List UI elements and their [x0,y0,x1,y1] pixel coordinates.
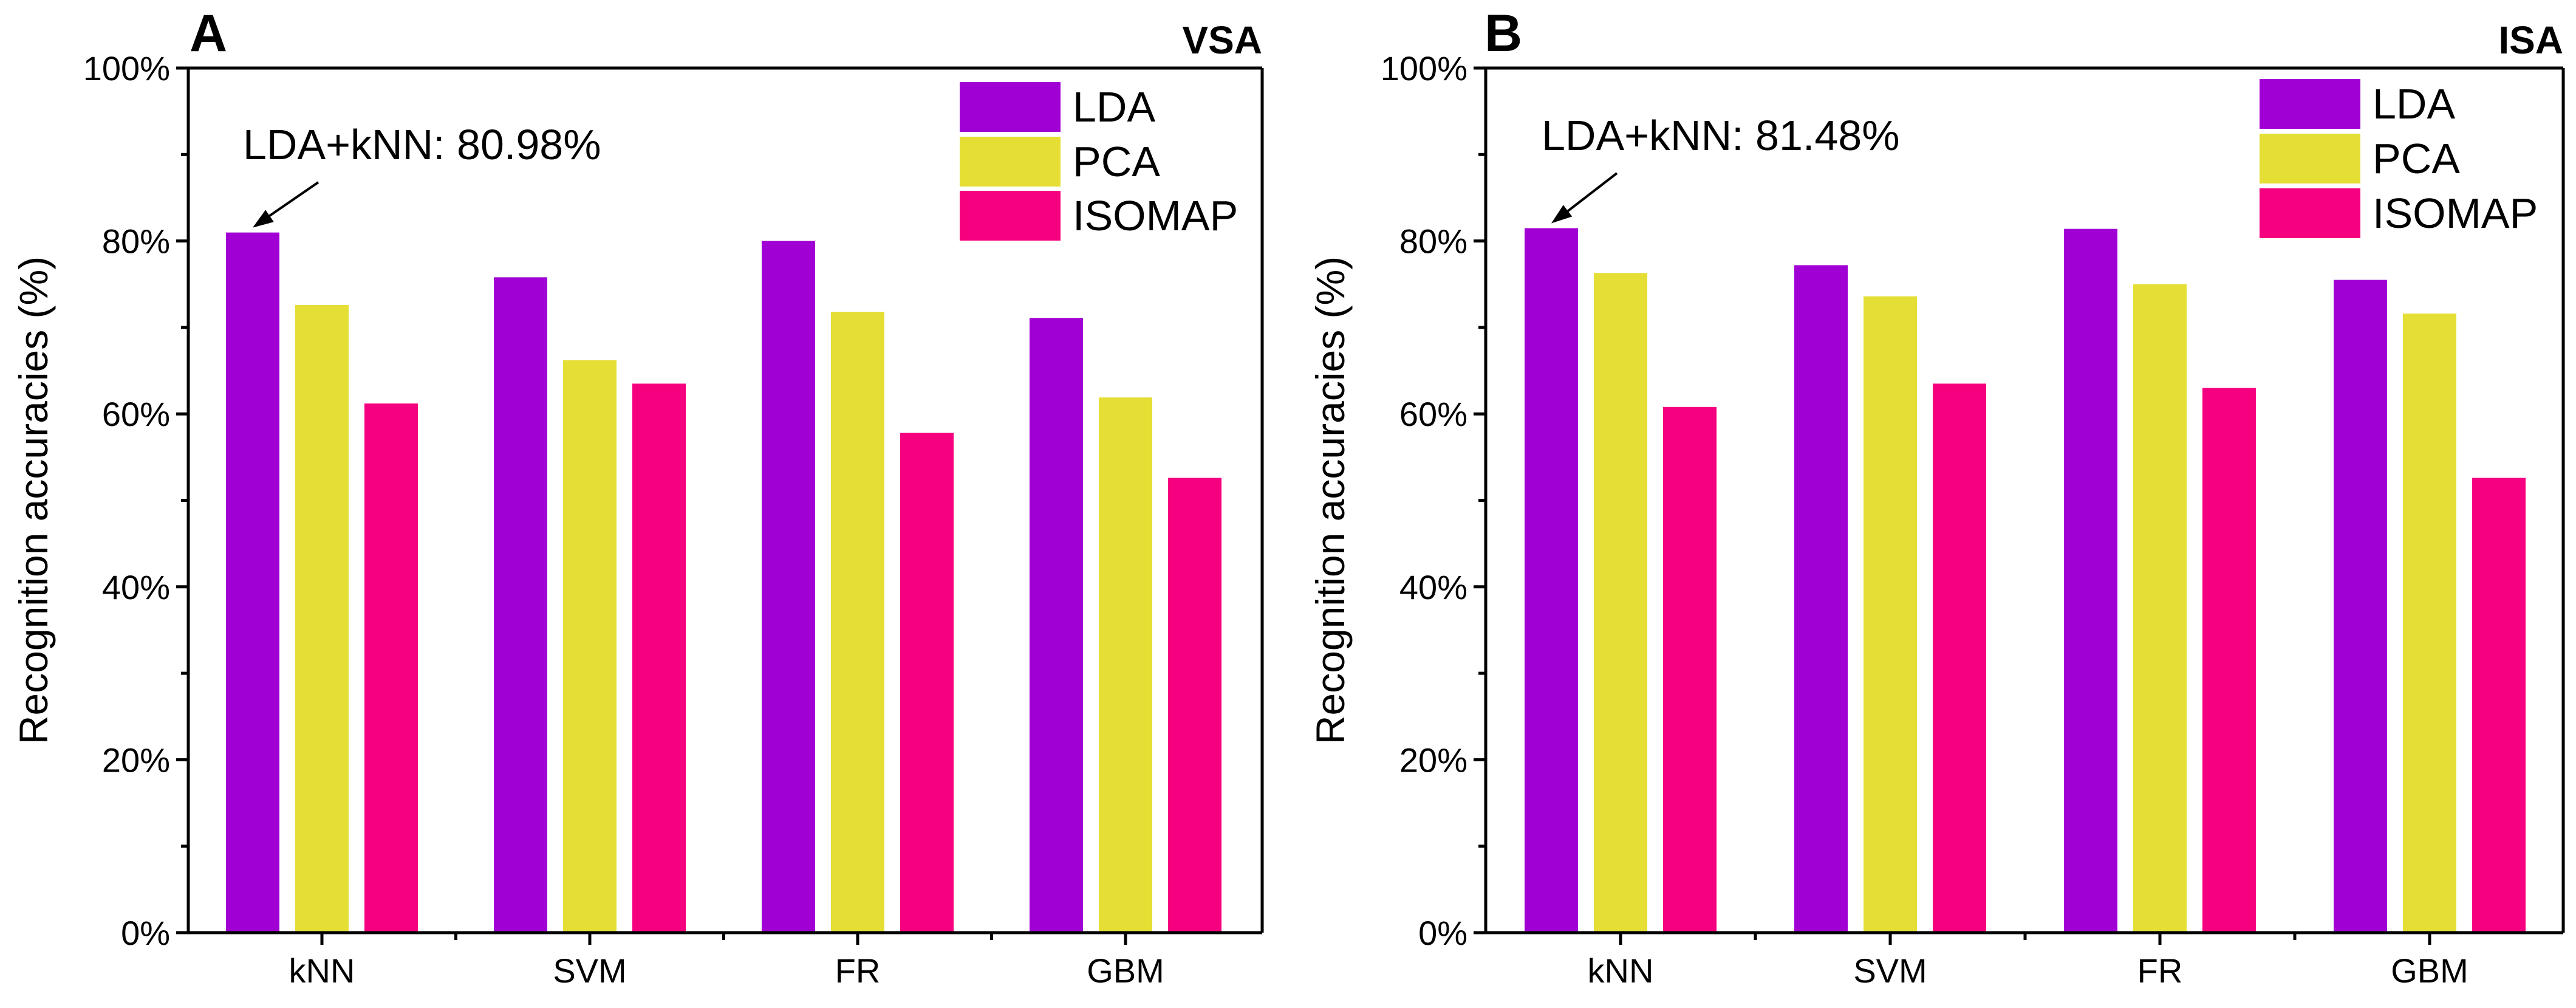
panel-title: ISA [2498,18,2563,62]
annotation-arrow-line [1559,172,1618,219]
x-tick-label-gbm: GBM [1087,951,1164,990]
bar-isomap-gbm [2472,478,2526,933]
legend-label-lda: LDA [2373,80,2455,128]
y-tick-label: 40% [102,568,170,606]
y-tick-label: 60% [1399,395,1467,433]
bar-lda-fr [2064,228,2117,933]
panel-a: 0% 20% 40% 60% 80% 100% kNN SVM FR GBM Recognition… [11,4,1264,990]
bar-lda-svm [1794,265,1848,933]
bar-lda-svm [494,277,547,933]
y-tick-label: 0% [121,914,170,952]
x-tick-label-knn: kNN [1588,951,1654,990]
x-tick-label-fr: FR [2137,951,2183,990]
bar-isomap-knn [364,403,418,933]
panel-b: 0% 20% 40% 60% 80% 100% kNN SVM FR GBM Recognition… [1308,4,2565,990]
bar-lda-gbm [2334,279,2387,933]
legend-swatch-lda [2260,79,2360,129]
bar-pca-gbm [2403,314,2456,933]
y-tick-label: 100% [1381,49,1467,87]
bar-pca-svm [563,360,617,933]
annotation-arrow-head [253,210,274,228]
legend-swatch-pca [960,137,1061,187]
bar-pca-knn [295,304,349,933]
bar-pca-gbm [1099,397,1152,933]
bar-pca-fr [831,312,884,933]
annotation-arrow-head [1551,205,1573,224]
legend-swatch-isomap [960,191,1061,241]
y-tick-label: 20% [102,741,170,779]
x-tick-label-knn: kNN [289,951,355,990]
y-tick-label: 0% [1418,914,1467,952]
bar-lda-fr [762,241,815,933]
x-tick-label-svm: SVM [553,951,626,990]
panel-title: VSA [1182,18,1262,62]
y-tick-label: 20% [1399,741,1467,779]
bar-isomap-fr [900,433,954,933]
bar-pca-knn [1594,273,1647,933]
annotation-label: LDA+kNN: 81.48% [1542,112,1899,159]
y-tick-label: 80% [102,222,170,261]
legend-label-isomap: ISOMAP [1073,192,1238,239]
y-axis-title: Recognition accuracies (%) [1308,256,1353,744]
panel-letter: B [1484,4,1522,63]
legend-swatch-pca [2260,134,2360,183]
x-tick-label-svm: SVM [1853,951,1927,990]
y-tick-label: 40% [1399,568,1467,606]
y-tick-label: 60% [102,395,170,433]
legend-label-lda: LDA [1073,83,1155,131]
bar-pca-svm [1864,296,1917,933]
bar-lda-knn [226,232,279,933]
legend-swatch-lda [960,82,1061,132]
bar-isomap-gbm [1168,478,1221,933]
x-tick-label-gbm: GBM [2391,951,2468,990]
bar-pca-fr [2133,284,2187,933]
bar-lda-gbm [1030,318,1083,933]
panel-letter: A [190,4,227,63]
y-tick-label: 80% [1399,222,1467,261]
legend-swatch-isomap [2260,188,2360,238]
bar-isomap-svm [1933,383,1986,933]
y-tick-label: 100% [83,49,170,87]
legend-label-isomap: ISOMAP [2373,190,2538,237]
annotation-label: LDA+kNN: 80.98% [243,121,601,168]
bar-isomap-svm [632,383,686,933]
legend-label-pca: PCA [1073,138,1160,185]
legend-label-pca: PCA [2373,135,2460,182]
x-tick-label-fr: FR [835,951,881,990]
bar-isomap-fr [2202,388,2256,933]
bar-isomap-knn [1663,406,1717,933]
y-axis-title: Recognition accuracies (%) [11,256,56,744]
annotation-arrow-line [260,181,319,223]
bar-lda-knn [1525,228,1578,933]
